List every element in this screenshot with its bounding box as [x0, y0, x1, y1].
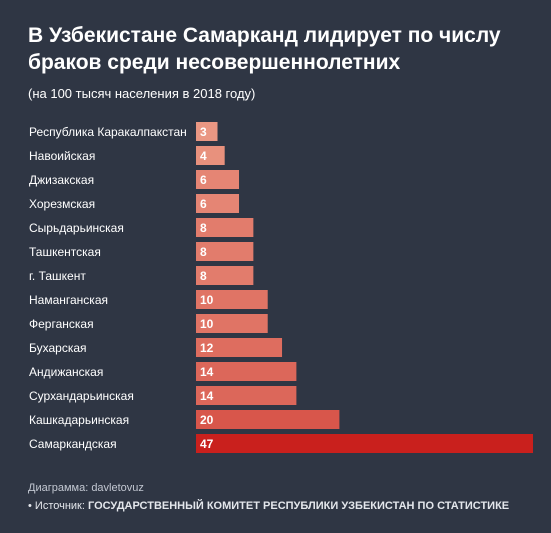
category-label: Ташкентская [29, 245, 101, 259]
bar [196, 434, 533, 453]
bar-value-label: 47 [200, 437, 214, 451]
bar-value-label: 10 [200, 293, 214, 307]
bar [196, 242, 254, 261]
category-label: Ферганская [29, 317, 94, 331]
category-label: Хорезмская [29, 197, 95, 211]
category-label: Навоийская [29, 149, 95, 163]
bar [196, 314, 268, 333]
bar [196, 122, 218, 141]
bar-value-label: 3 [200, 125, 207, 139]
category-label: Джизакская [29, 173, 94, 187]
bar [196, 194, 240, 213]
chart-credit: Диаграмма: davletovuz [28, 482, 144, 494]
bar-value-label: 10 [200, 317, 214, 331]
bar [196, 410, 340, 429]
bar [196, 338, 283, 357]
chart-subtitle: (на 100 тысяч населения в 2018 году) [28, 86, 256, 101]
bar-value-label: 14 [200, 389, 214, 403]
bar-value-label: 12 [200, 341, 214, 355]
category-label: Андижанская [29, 365, 103, 379]
source-prefix: • Источник: [28, 500, 88, 512]
bar-value-label: 6 [200, 197, 207, 211]
category-label: Самаркандская [29, 437, 117, 451]
bar-value-label: 4 [200, 149, 207, 163]
bar [196, 146, 225, 165]
bar-value-label: 8 [200, 245, 207, 259]
bar [196, 290, 268, 309]
bar-value-label: 6 [200, 173, 207, 187]
category-label: г. Ташкент [29, 269, 86, 283]
bar-value-label: 8 [200, 269, 207, 283]
bar [196, 170, 240, 189]
category-label: Республика Каракалпакстан [29, 125, 187, 139]
source-name: ГОСУДАРСТВЕННЫЙ КОМИТЕТ РЕСПУБЛИКИ УЗБЕК… [87, 500, 510, 512]
category-label: Наманганская [29, 293, 108, 307]
category-label: Бухарская [29, 341, 87, 355]
category-label: Сырьдарьинская [29, 221, 124, 235]
bar [196, 266, 254, 285]
bar [196, 362, 297, 381]
bar-value-label: 8 [200, 221, 207, 235]
category-label: Сурхандарьинская [29, 389, 134, 403]
bar [196, 386, 297, 405]
bar [196, 218, 254, 237]
chart-source: • Источник: ГОСУДАРСТВЕННЫЙ КОМИТЕТ РЕСП… [28, 500, 509, 512]
bar-value-label: 14 [200, 365, 214, 379]
bar-value-label: 20 [200, 413, 214, 427]
chart-title: В Узбекистане Самарканд лидирует по числ… [28, 24, 501, 74]
category-label: Кашкадарьинская [29, 413, 129, 427]
